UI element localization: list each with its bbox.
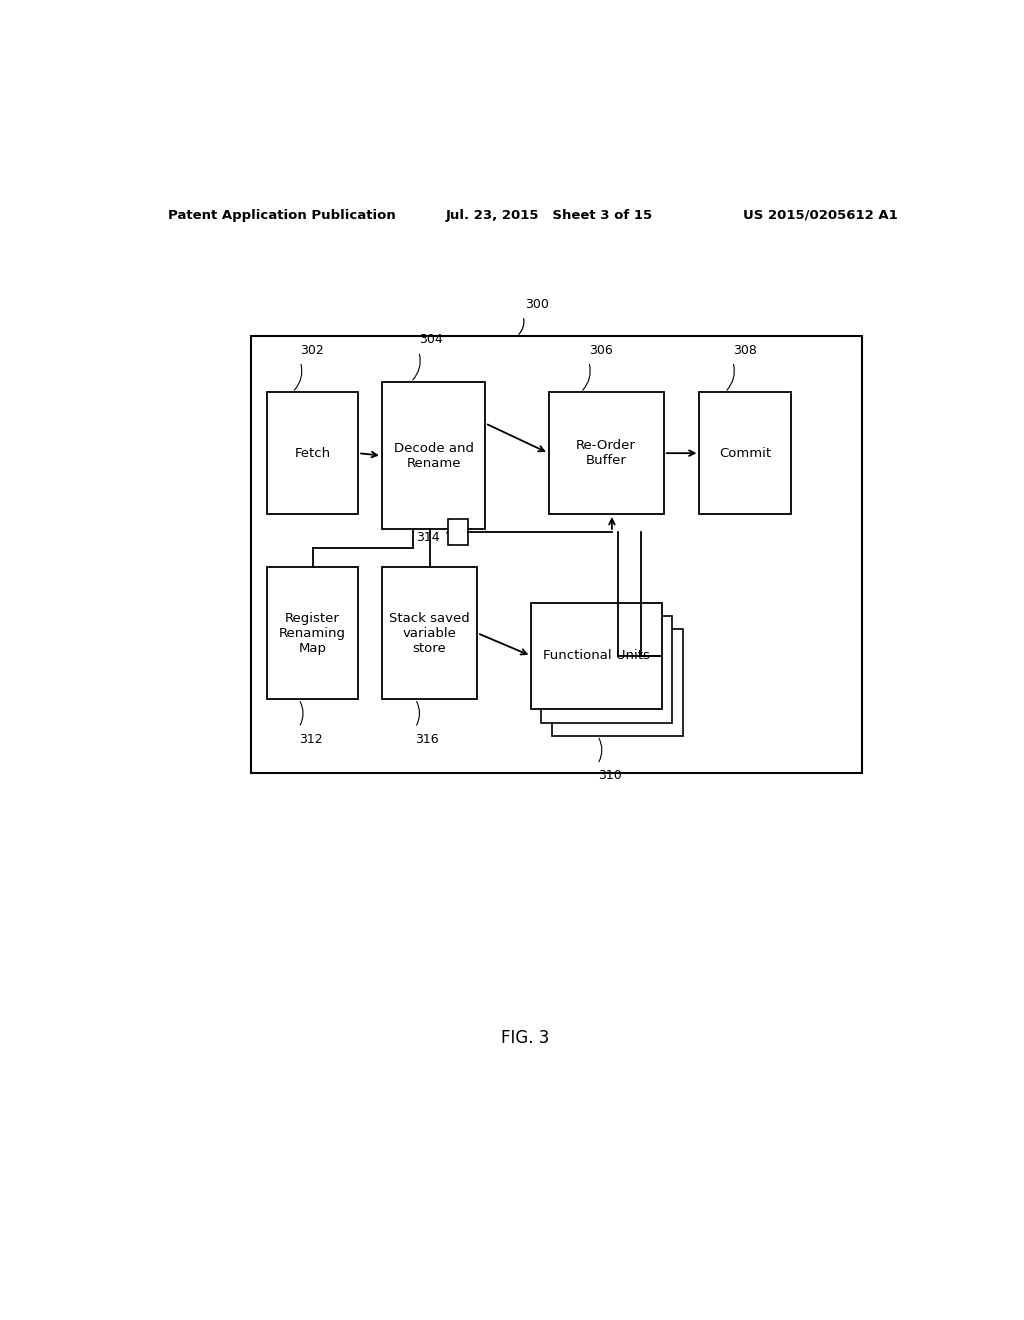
Text: 304: 304 xyxy=(419,334,442,346)
Text: FIG. 3: FIG. 3 xyxy=(501,1028,549,1047)
Text: Stack saved
variable
store: Stack saved variable store xyxy=(389,611,470,655)
Text: 302: 302 xyxy=(300,343,325,356)
Bar xyxy=(267,392,358,515)
Text: Re-Order
Buffer: Re-Order Buffer xyxy=(577,440,636,467)
Bar xyxy=(267,568,358,700)
Text: Functional Units: Functional Units xyxy=(543,649,650,663)
Text: 310: 310 xyxy=(598,770,622,783)
Text: Jul. 23, 2015   Sheet 3 of 15: Jul. 23, 2015 Sheet 3 of 15 xyxy=(445,209,652,222)
Bar xyxy=(542,615,673,722)
Text: 312: 312 xyxy=(299,733,323,746)
Bar xyxy=(382,568,477,700)
Text: Fetch: Fetch xyxy=(295,446,331,459)
Text: Patent Application Publication: Patent Application Publication xyxy=(168,209,395,222)
Text: Decode and
Rename: Decode and Rename xyxy=(393,442,473,470)
Bar xyxy=(382,381,485,529)
Text: Register
Renaming
Map: Register Renaming Map xyxy=(279,611,346,655)
Bar xyxy=(447,519,468,545)
Text: 300: 300 xyxy=(524,298,549,312)
Bar xyxy=(549,392,664,515)
Text: 308: 308 xyxy=(733,343,757,356)
Bar xyxy=(531,602,663,709)
Bar xyxy=(251,337,862,774)
Text: 314: 314 xyxy=(417,531,440,544)
Text: US 2015/0205612 A1: US 2015/0205612 A1 xyxy=(743,209,898,222)
Text: 306: 306 xyxy=(589,343,612,356)
Text: Commit: Commit xyxy=(719,446,771,459)
Bar xyxy=(699,392,791,515)
Bar xyxy=(552,630,683,735)
Text: 316: 316 xyxy=(416,733,439,746)
